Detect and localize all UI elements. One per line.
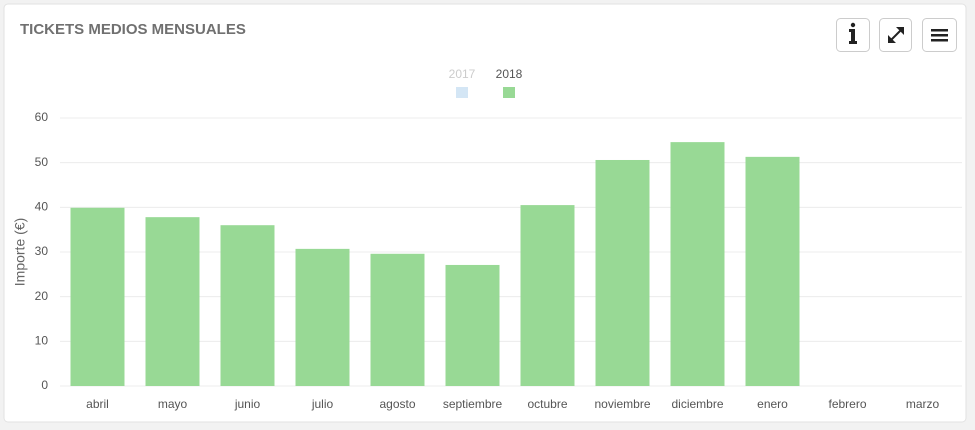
legend-swatch[interactable] xyxy=(503,87,515,98)
x-tick-label: diciembre xyxy=(671,397,723,411)
legend-swatch[interactable] xyxy=(456,87,468,98)
bar xyxy=(295,248,350,386)
expand-button[interactable] xyxy=(879,18,912,52)
bar xyxy=(670,142,725,386)
bar xyxy=(595,159,650,386)
x-tick-label: marzo xyxy=(906,397,940,411)
menu-button[interactable] xyxy=(922,18,957,52)
x-tick-label: julio xyxy=(311,397,334,411)
y-tick-label: 60 xyxy=(35,110,49,124)
y-tick-label: 10 xyxy=(35,334,49,348)
bar xyxy=(445,264,500,386)
bar xyxy=(745,156,800,386)
info-button[interactable] xyxy=(836,18,870,52)
x-tick-label: junio xyxy=(234,397,261,411)
y-tick-label: 0 xyxy=(41,378,48,392)
x-tick-label: noviembre xyxy=(594,397,650,411)
x-tick-label: agosto xyxy=(379,397,415,411)
x-tick-label: abril xyxy=(86,397,109,411)
y-tick-label: 40 xyxy=(35,200,49,214)
bar xyxy=(145,217,200,386)
legend-label[interactable]: 2017 xyxy=(449,67,476,81)
bar xyxy=(220,225,275,386)
y-axis-label: Importe (€) xyxy=(12,218,28,286)
bar xyxy=(70,207,125,386)
chart-title: TICKETS MEDIOS MENSUALES xyxy=(20,21,246,38)
y-tick-label: 30 xyxy=(35,244,49,258)
bar xyxy=(520,205,575,386)
x-tick-label: mayo xyxy=(158,397,188,411)
x-tick-label: febrero xyxy=(828,397,866,411)
x-tick-label: enero xyxy=(757,397,788,411)
y-tick-label: 50 xyxy=(35,155,49,169)
x-tick-label: septiembre xyxy=(443,397,503,411)
legend-label[interactable]: 2018 xyxy=(496,67,523,81)
y-tick-label: 20 xyxy=(35,289,49,303)
bar xyxy=(370,253,425,386)
x-tick-label: octubre xyxy=(527,397,567,411)
